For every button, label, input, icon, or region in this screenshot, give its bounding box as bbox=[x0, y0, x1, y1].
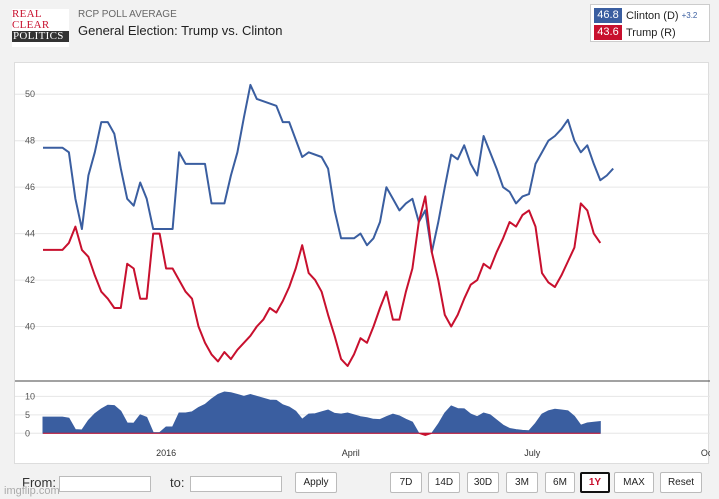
page-title: General Election: Trump vs. Clinton bbox=[78, 23, 283, 38]
x-axis: 2016 April July October bbox=[156, 448, 710, 458]
range-7d-button[interactable]: 7D bbox=[390, 472, 422, 493]
range-1y-button[interactable]: 1Y bbox=[580, 472, 610, 493]
range-30d-button[interactable]: 30D bbox=[467, 472, 499, 493]
x-tick-label: July bbox=[524, 448, 541, 458]
from-date-input[interactable] bbox=[59, 476, 151, 492]
range-6m-button[interactable]: 6M bbox=[545, 472, 575, 493]
nav-y-tick-label: 10 bbox=[25, 391, 35, 401]
clinton-lead-area bbox=[42, 391, 601, 434]
main-y-axis: 40 42 44 46 48 50 bbox=[25, 89, 35, 331]
clinton-line bbox=[43, 83, 614, 254]
legend-clinton[interactable]: 46.8 Clinton (D) +3.2 bbox=[594, 8, 697, 23]
range-3m-button[interactable]: 3M bbox=[506, 472, 538, 493]
nav-y-tick-label: 0 bbox=[25, 428, 30, 438]
trump-lead-area bbox=[43, 432, 601, 437]
range-14d-button[interactable]: 14D bbox=[428, 472, 460, 493]
clinton-name: Clinton (D) bbox=[626, 9, 679, 22]
to-date-input[interactable] bbox=[190, 476, 282, 492]
trump-line bbox=[43, 195, 602, 367]
x-tick-label: 2016 bbox=[156, 448, 176, 458]
from-label: From: bbox=[22, 475, 56, 490]
reset-button[interactable]: Reset bbox=[660, 472, 702, 493]
poll-average-label: RCP POLL AVERAGE bbox=[78, 9, 177, 20]
navigator-y-axis: 0 5 10 bbox=[25, 391, 35, 438]
y-tick-label: 48 bbox=[25, 136, 35, 146]
chart-panel: 40 42 44 46 48 50 0 5 10 2016 April July October bbox=[14, 62, 710, 465]
nav-y-tick-label: 5 bbox=[25, 410, 30, 420]
y-tick-label: 50 bbox=[25, 89, 35, 99]
poll-chart[interactable]: 40 42 44 46 48 50 0 5 10 2016 April July October bbox=[15, 63, 710, 465]
clinton-value-badge: 46.8 bbox=[594, 8, 622, 23]
header: REAL CLEAR POLITICS RCP POLL AVERAGE Gen… bbox=[0, 0, 719, 58]
range-controls: From: to: Apply 7D 14D 30D 3M 6M 1Y MAX … bbox=[0, 470, 719, 499]
logo-line-3: POLITICS bbox=[12, 31, 69, 42]
navigator-area bbox=[42, 391, 601, 437]
range-max-button[interactable]: MAX bbox=[614, 472, 654, 493]
y-tick-label: 40 bbox=[25, 322, 35, 332]
apply-button[interactable]: Apply bbox=[295, 472, 337, 493]
y-tick-label: 42 bbox=[25, 275, 35, 285]
main-grid bbox=[15, 93, 710, 328]
trump-name: Trump (R) bbox=[626, 26, 676, 39]
y-tick-label: 46 bbox=[25, 182, 35, 192]
legend: 46.8 Clinton (D) +3.2 43.6 Trump (R) bbox=[590, 4, 710, 42]
x-tick-label: April bbox=[342, 448, 360, 458]
rcp-logo[interactable]: REAL CLEAR POLITICS bbox=[12, 9, 69, 47]
to-label: to: bbox=[170, 475, 185, 490]
legend-trump[interactable]: 43.6 Trump (R) bbox=[594, 25, 676, 40]
x-tick-label: October bbox=[701, 448, 710, 458]
logo-line-2: CLEAR bbox=[12, 19, 50, 31]
clinton-spread: +3.2 bbox=[681, 11, 698, 20]
logo-line-1: REAL bbox=[12, 8, 42, 20]
series-lines bbox=[43, 83, 614, 367]
y-tick-label: 44 bbox=[25, 229, 35, 239]
trump-value-badge: 43.6 bbox=[594, 25, 622, 40]
imgflip-watermark: imgflip.com bbox=[4, 485, 60, 497]
